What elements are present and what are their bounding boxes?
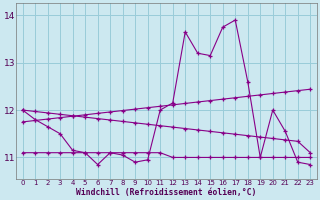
- X-axis label: Windchill (Refroidissement éolien,°C): Windchill (Refroidissement éolien,°C): [76, 188, 257, 197]
